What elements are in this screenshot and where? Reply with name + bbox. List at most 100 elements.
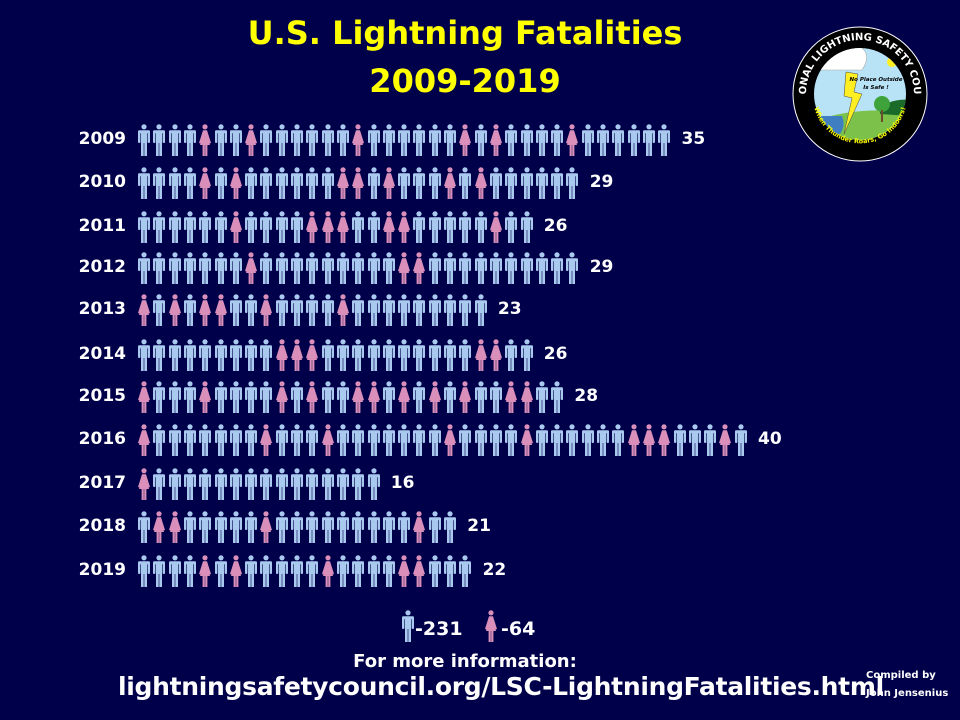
male-figure-icon — [535, 124, 548, 156]
male-figure-icon — [535, 424, 548, 456]
logo-inner-text-2: Is Safe ! — [863, 85, 889, 91]
male-figure-icon — [183, 468, 196, 500]
more-info-label: For more information: — [353, 651, 577, 672]
male-figure-icon — [275, 294, 288, 326]
female-figure-icon — [398, 252, 411, 284]
male-figure-icon — [214, 511, 227, 543]
male-figure-icon — [367, 252, 380, 284]
male-figure-icon — [214, 124, 227, 156]
male-figure-icon — [336, 468, 349, 500]
female-figure-icon — [260, 511, 273, 543]
male-figure-icon — [642, 124, 655, 156]
male-figure-icon — [229, 339, 242, 371]
male-figure-icon — [306, 294, 319, 326]
male-figure-icon — [444, 511, 456, 543]
male-figure-icon — [306, 555, 319, 587]
male-figure-icon — [444, 381, 456, 413]
male-figure-icon — [428, 211, 441, 243]
female-figure-icon — [352, 381, 365, 413]
male-figure-icon — [658, 124, 671, 156]
info-url-link[interactable]: lightningsafetycouncil.org/LSC-Lightning… — [118, 672, 884, 701]
male-figure-icon — [367, 339, 380, 371]
male-figure-icon — [444, 555, 456, 587]
male-figure-icon — [352, 339, 365, 371]
legend-male-icon — [402, 610, 414, 642]
female-figure-icon — [413, 555, 426, 587]
female-figure-icon — [413, 511, 426, 543]
row-total-label: 26 — [543, 216, 568, 236]
year-label: 2014 — [78, 344, 126, 364]
male-figure-icon — [153, 381, 166, 413]
male-figure-icon — [367, 511, 380, 543]
male-figure-icon — [306, 124, 319, 156]
male-figure-icon — [535, 252, 548, 284]
female-figure-icon — [336, 294, 349, 326]
row-total-label: 21 — [467, 516, 491, 536]
female-figure-icon — [459, 124, 472, 156]
male-figure-icon — [398, 424, 411, 456]
male-figure-icon — [428, 124, 441, 156]
male-figure-icon — [321, 252, 334, 284]
male-figure-icon — [321, 339, 334, 371]
male-figure-icon — [459, 252, 472, 284]
male-figure-icon — [168, 381, 181, 413]
male-figure-icon — [551, 252, 564, 284]
male-figure-icon — [138, 555, 150, 587]
male-figure-icon — [367, 167, 380, 199]
male-figure-icon — [306, 424, 319, 456]
male-figure-icon — [275, 211, 288, 243]
female-figure-icon — [489, 339, 502, 371]
female-figure-icon — [229, 211, 242, 243]
female-figure-icon — [306, 211, 319, 243]
male-figure-icon — [520, 211, 533, 243]
male-figure-icon — [398, 124, 411, 156]
male-figure-icon — [444, 252, 456, 284]
female-figure-icon — [444, 424, 456, 456]
female-figure-icon — [199, 124, 212, 156]
female-figure-icon — [138, 381, 150, 413]
male-figure-icon — [581, 424, 594, 456]
compiled-by-label: Compiled by — [866, 670, 936, 681]
year-label: 2011 — [78, 216, 126, 236]
female-figure-icon — [398, 211, 411, 243]
male-figure-icon — [520, 124, 533, 156]
male-figure-icon — [199, 211, 212, 243]
male-figure-icon — [183, 339, 196, 371]
male-figure-icon — [291, 381, 303, 413]
male-figure-icon — [245, 294, 258, 326]
row-total-label: 23 — [497, 299, 522, 319]
male-figure-icon — [214, 468, 227, 500]
male-figure-icon — [382, 339, 395, 371]
female-figure-icon — [367, 381, 380, 413]
female-figure-icon — [245, 124, 258, 156]
male-figure-icon — [245, 468, 258, 500]
male-figure-icon — [398, 167, 411, 199]
male-figure-icon — [551, 124, 564, 156]
male-figure-icon — [413, 424, 426, 456]
male-figure-icon — [229, 252, 242, 284]
male-figure-icon — [352, 294, 365, 326]
female-figure-icon — [459, 381, 472, 413]
male-figure-icon — [306, 468, 319, 500]
author-name: John Jensenius — [866, 688, 949, 699]
male-figure-icon — [382, 511, 395, 543]
male-figure-icon — [474, 294, 487, 326]
male-figure-icon — [138, 339, 150, 371]
male-figure-icon — [413, 381, 426, 413]
male-figure-icon — [260, 381, 273, 413]
male-figure-icon — [229, 124, 242, 156]
male-figure-icon — [275, 555, 288, 587]
male-figure-icon — [168, 468, 181, 500]
male-figure-icon — [398, 339, 411, 371]
logo-inner-text-1: No Place Outside — [850, 77, 903, 83]
male-figure-icon — [291, 424, 303, 456]
male-figure-icon — [474, 124, 487, 156]
female-figure-icon — [444, 167, 456, 199]
male-figure-icon — [138, 511, 150, 543]
male-figure-icon — [627, 124, 640, 156]
female-figure-icon — [520, 424, 533, 456]
male-figure-icon — [505, 124, 518, 156]
male-figure-icon — [199, 424, 212, 456]
male-figure-icon — [413, 124, 426, 156]
male-figure-icon — [352, 468, 365, 500]
